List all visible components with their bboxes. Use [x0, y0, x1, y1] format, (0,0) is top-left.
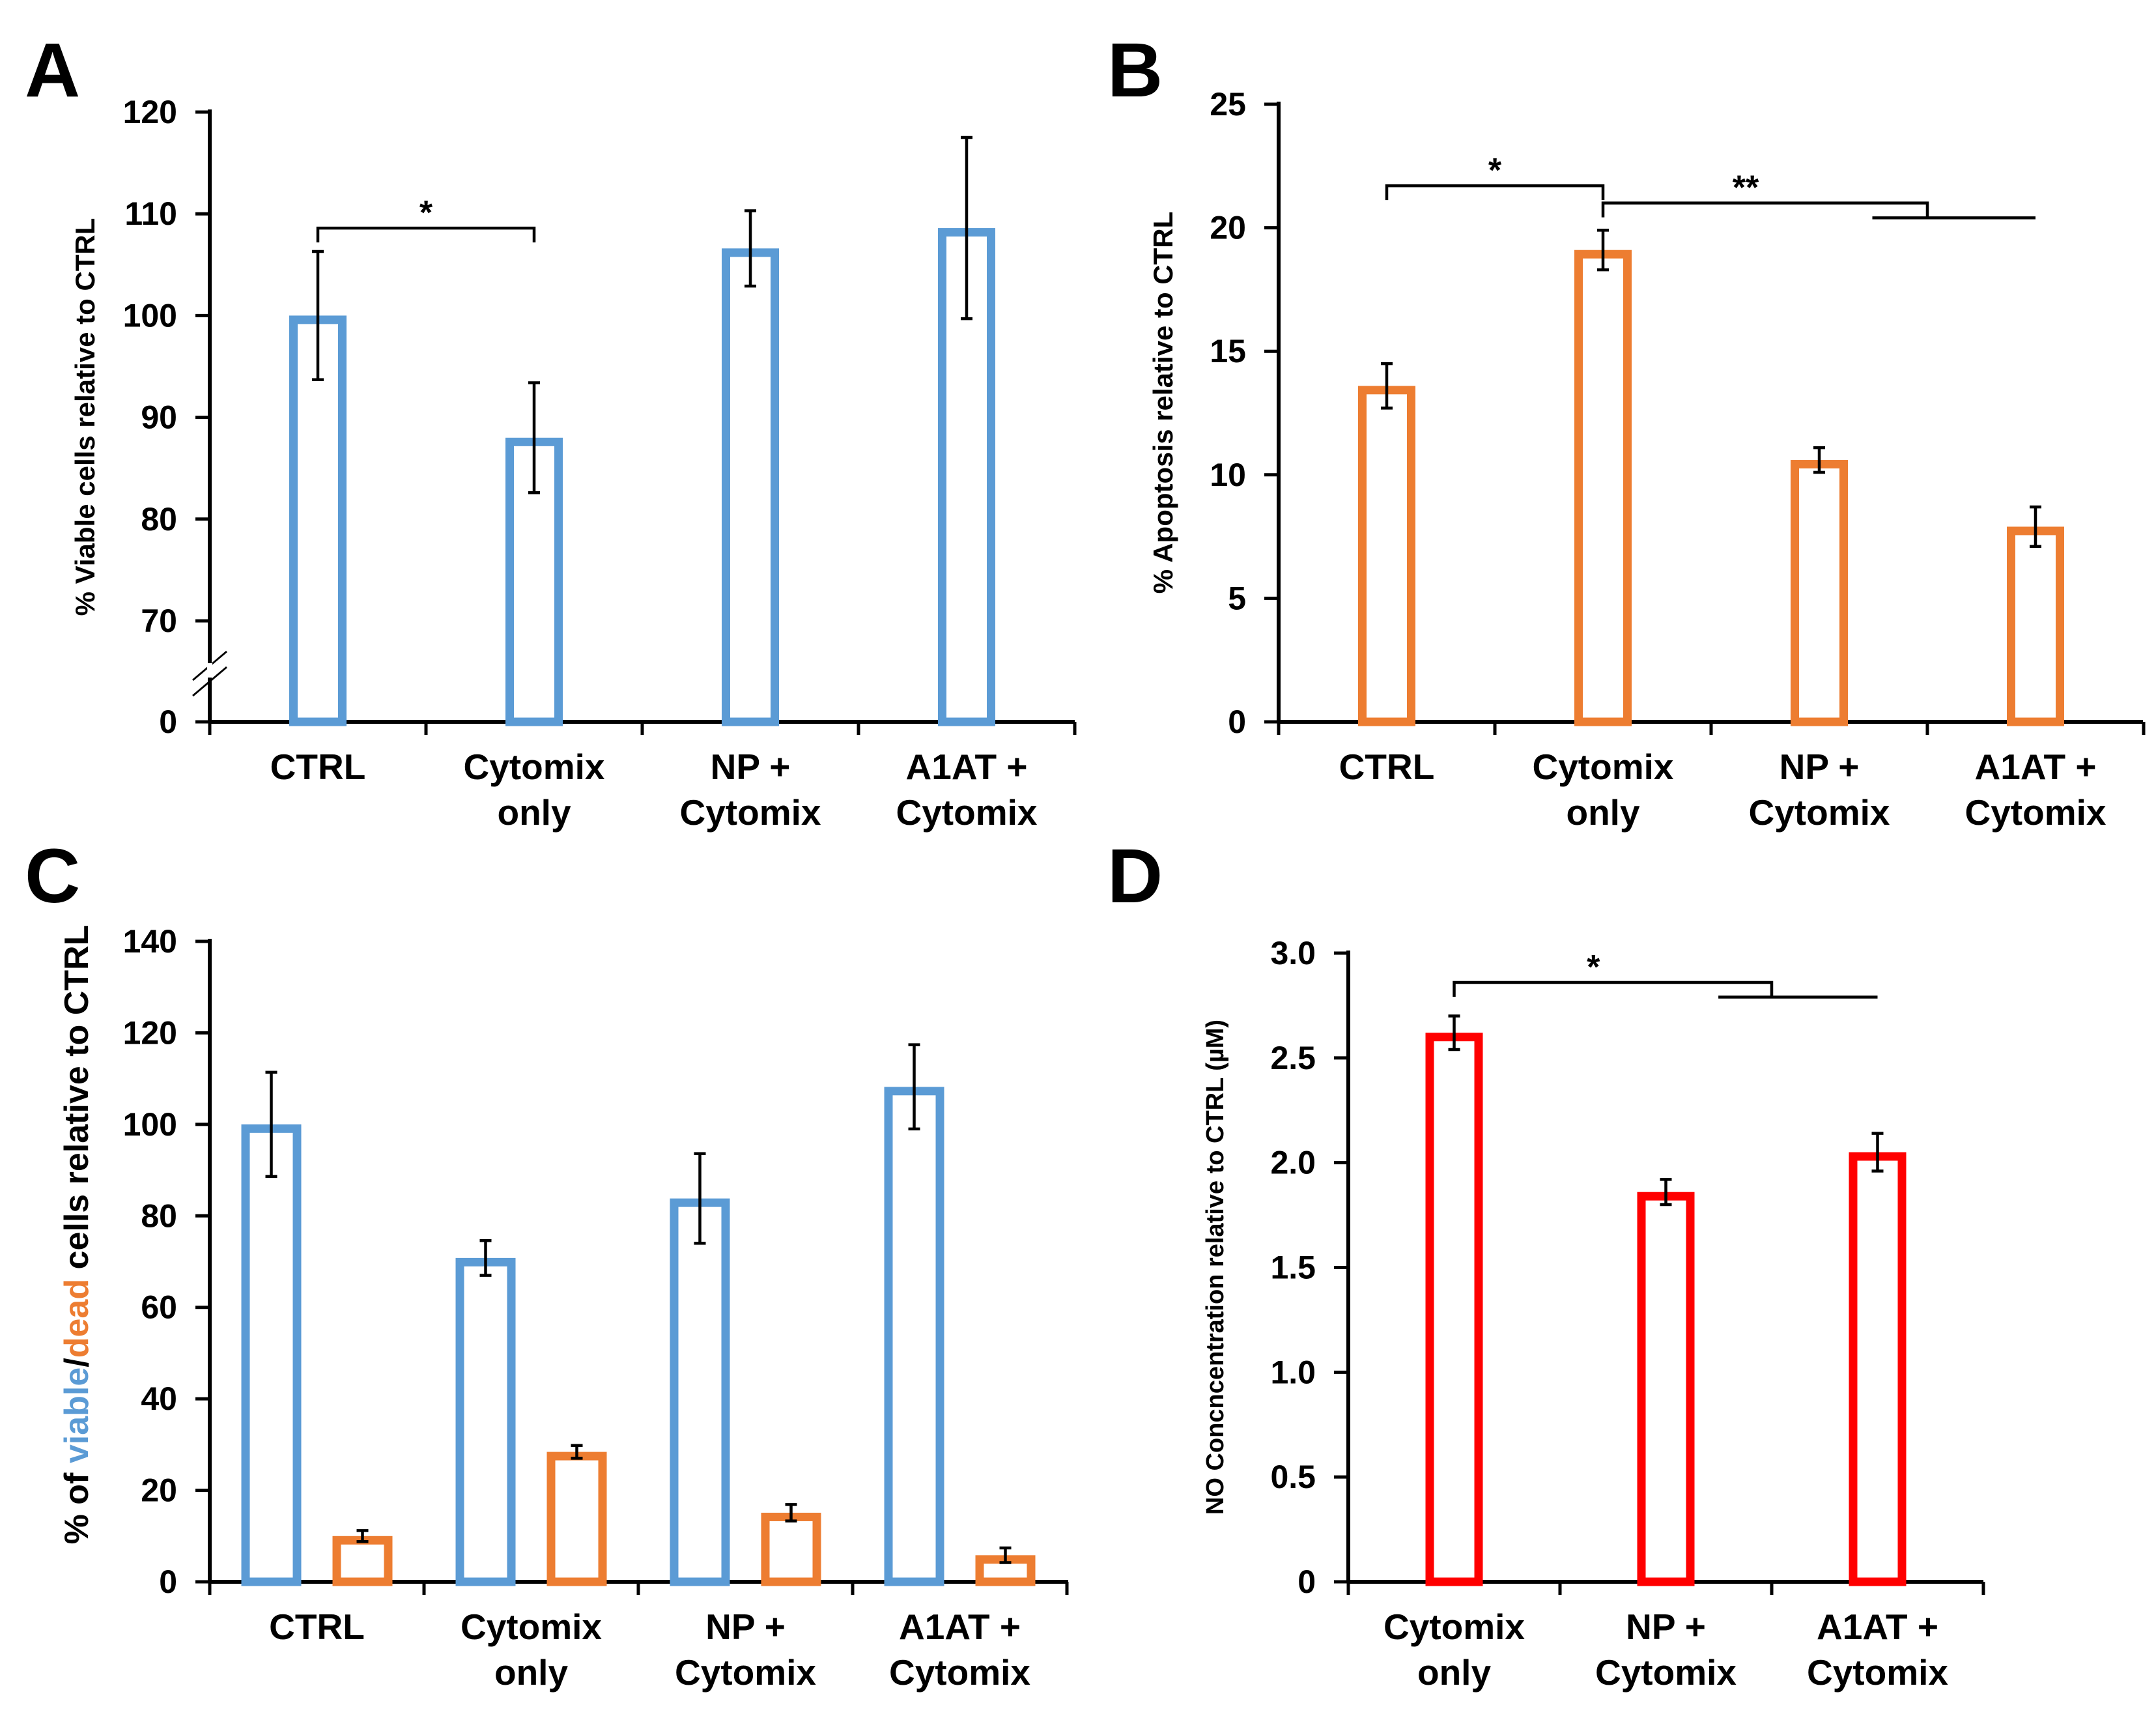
x-category-label: Cytomix [461, 1607, 602, 1647]
x-category-label: CTRL [1339, 747, 1435, 787]
x-category-label: Cytomix [1383, 1607, 1525, 1647]
chart-panel-d: D 0 0.5 1.0 1.5 2.0 2.5 3.0 Cytomix only NP + Cytom… [1107, 833, 1985, 1693]
y-tick-label: 10 [1210, 457, 1246, 493]
x-category-label: only [1566, 792, 1639, 833]
x-category-label: Cytomix [1749, 792, 1890, 833]
x-category-label: A1AT + [1817, 1607, 1938, 1647]
x-category-label: A1AT + [906, 747, 1028, 787]
y-tick-label: 1.5 [1270, 1250, 1316, 1286]
y-axis-label-part: / [58, 1358, 96, 1367]
bar [1791, 460, 1848, 726]
bar [1637, 1192, 1695, 1586]
bar [2007, 526, 2064, 726]
x-category-label: CTRL [270, 747, 366, 787]
y-axis-label-part: viable [58, 1367, 96, 1463]
x-category-label: Cytomix [464, 747, 605, 787]
y-tick-label: 110 [124, 195, 177, 232]
y-tick-label: 3.0 [1270, 935, 1316, 971]
bar [289, 315, 347, 726]
bar [1425, 1033, 1483, 1586]
axis-break-mark [192, 666, 227, 697]
x-category-label: Cytomix [1807, 1652, 1948, 1693]
bar [455, 1257, 516, 1586]
y-axis-label-part: cells relative to CTRL [58, 925, 96, 1279]
bar [546, 1451, 607, 1586]
bar [332, 1536, 393, 1586]
y-tick-label: 80 [141, 501, 177, 537]
y-axis-label-part: dead [58, 1279, 96, 1358]
y-tick-label: 90 [141, 399, 177, 436]
y-axis-label-part: % of [58, 1463, 96, 1544]
y-tick-label: 2.5 [1270, 1040, 1316, 1076]
x-category-label: only [494, 1652, 568, 1693]
y-tick-label: 120 [123, 94, 177, 130]
x-category-label: NP + [705, 1607, 786, 1647]
y-tick-label: 0.5 [1270, 1459, 1316, 1495]
bar [761, 1512, 821, 1586]
y-tick-label: 20 [1210, 210, 1246, 246]
bar [884, 1087, 944, 1586]
bar [670, 1198, 730, 1586]
y-tick-label: 100 [123, 297, 177, 334]
significance-label: * [1587, 949, 1600, 986]
significance-bracket [316, 226, 536, 243]
significance-bracket [1385, 184, 1605, 201]
x-category-label: Cytomix [896, 792, 1038, 833]
bar [1574, 250, 1632, 726]
x-category-label: only [497, 792, 571, 833]
significance-label: ** [1733, 169, 1759, 207]
x-category-label: Cytomix [675, 1652, 816, 1693]
x-category-label: Cytomix [1595, 1652, 1737, 1693]
y-tick-label: 100 [123, 1106, 177, 1143]
y-tick-label: 0 [1228, 704, 1246, 740]
y-axis-label: % Viable cells relative to CTRL [70, 218, 100, 616]
bar [241, 1124, 302, 1586]
y-tick-label: 1.0 [1270, 1354, 1316, 1390]
y-tick-label: 5 [1228, 580, 1246, 616]
significance-label: * [419, 194, 433, 232]
y-axis-label: NO Concncentration relative to CTRL (µM) [1202, 1020, 1229, 1515]
y-tick-label: 20 [141, 1472, 177, 1509]
x-category-label: Cytomix [1533, 747, 1674, 787]
panel-letter: D [1107, 833, 1163, 919]
chart-panel-b: B 0 5 10 15 20 25 CTRL Cytomix only NP + Cytomix A1A… [1107, 27, 2146, 833]
y-tick-label: 120 [123, 1014, 177, 1051]
x-category-label: NP + [1626, 1607, 1706, 1647]
bar [722, 248, 779, 726]
x-category-label: Cytomix [889, 1652, 1030, 1693]
bar [1358, 386, 1415, 726]
x-category-label: Cytomix [1965, 792, 2106, 833]
x-category-label: NP + [1780, 747, 1860, 787]
y-tick-label: 60 [141, 1289, 177, 1326]
y-tick-label: 140 [123, 923, 177, 960]
x-category-label: A1AT + [899, 1607, 1021, 1647]
x-category-label: only [1417, 1652, 1491, 1693]
y-tick-label: 15 [1210, 333, 1246, 369]
x-category-label: A1AT + [1975, 747, 2097, 787]
panel-letter: C [25, 833, 80, 919]
significance-bracket [1601, 201, 1929, 218]
panel-letter: B [1107, 27, 1163, 113]
chart-panel-a: A 0 70 80 90 100 110 120 CTRL Cytomix only NP + Cyto… [25, 27, 1077, 833]
significance-label: * [1488, 152, 1502, 190]
panel-letter: A [25, 27, 80, 113]
y-axis-label: % Apoptosis relative to CTRL [1148, 212, 1178, 594]
y-tick-label: 0 [1298, 1564, 1316, 1600]
y-tick-label: 80 [141, 1197, 177, 1234]
y-tick-label: 25 [1210, 86, 1246, 122]
axis-break-gap [207, 663, 212, 678]
x-category-label: CTRL [269, 1607, 365, 1647]
y-tick-label: 0 [159, 704, 177, 740]
y-tick-label: 70 [141, 603, 177, 639]
y-axis-label: % of viable/dead cells relative to CTRL [58, 925, 96, 1545]
y-tick-label: 2.0 [1270, 1145, 1316, 1181]
y-tick-label: 0 [159, 1564, 177, 1600]
x-category-label: NP + [711, 747, 791, 787]
bar [1849, 1152, 1907, 1586]
x-category-label: Cytomix [680, 792, 821, 833]
chart-panel-c: C 0 20 40 60 80 100 120 140 CTRL Cytomix only NP + Cy… [25, 833, 1069, 1693]
significance-bracket [1453, 980, 1774, 997]
y-tick-label: 40 [141, 1380, 177, 1417]
